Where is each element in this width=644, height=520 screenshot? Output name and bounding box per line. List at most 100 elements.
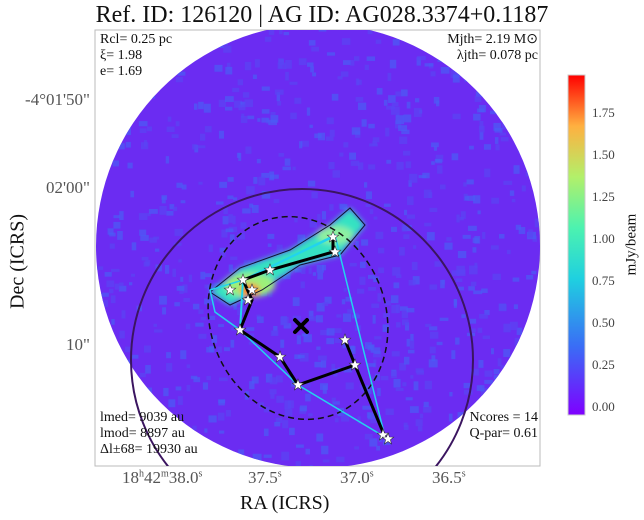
noise-pixel — [294, 216, 298, 223]
noise-pixel — [396, 274, 402, 278]
noise-pixel — [480, 385, 485, 392]
noise-pixel — [284, 400, 291, 410]
noise-pixel — [232, 215, 236, 225]
noise-pixel — [276, 92, 281, 102]
noise-pixel — [367, 30, 373, 35]
noise-pixel — [267, 233, 275, 239]
noise-pixel — [453, 299, 458, 306]
noise-pixel — [434, 261, 442, 267]
noise-pixel — [410, 333, 414, 342]
colorbar-tick: 0.75 — [592, 273, 615, 288]
noise-pixel — [204, 298, 211, 305]
noise-pixel — [143, 345, 152, 353]
noise-pixel — [461, 314, 466, 319]
noise-pixel — [366, 56, 376, 61]
noise-pixel — [506, 249, 511, 255]
noise-pixel — [355, 97, 364, 102]
noise-pixel — [320, 383, 329, 390]
noise-pixel — [309, 124, 313, 128]
noise-pixel — [467, 225, 477, 231]
noise-pixel — [101, 300, 109, 307]
noise-pixel — [431, 161, 435, 165]
noise-pixel — [429, 284, 438, 290]
noise-pixel — [269, 171, 275, 181]
noise-pixel — [214, 468, 223, 476]
noise-pixel — [316, 315, 323, 323]
noise-pixel — [218, 399, 226, 404]
noise-pixel — [333, 328, 342, 334]
colorbar-tick: 0.50 — [592, 315, 615, 330]
noise-pixel — [282, 420, 289, 429]
noise-pixel — [473, 195, 481, 204]
noise-pixel — [499, 304, 507, 312]
noise-pixel — [455, 24, 462, 29]
x-tick: 18h42m38.0s — [122, 468, 203, 487]
noise-pixel — [351, 127, 361, 135]
noise-pixel — [224, 106, 233, 111]
noise-pixel — [409, 340, 415, 349]
noise-pixel — [292, 166, 296, 171]
noise-pixel — [363, 385, 372, 395]
noise-pixel — [118, 285, 127, 292]
noise-pixel — [457, 269, 466, 277]
noise-pixel — [301, 333, 308, 337]
noise-pixel — [380, 375, 389, 381]
noise-pixel — [426, 232, 435, 241]
noise-pixel — [314, 361, 322, 368]
noise-pixel — [230, 256, 238, 260]
noise-pixel — [270, 115, 279, 123]
colorbar-tick: 0.00 — [592, 399, 615, 414]
noise-pixel — [176, 182, 183, 188]
noise-pixel — [350, 59, 355, 66]
noise-pixel — [452, 113, 461, 120]
noise-pixel — [373, 350, 382, 358]
noise-pixel — [312, 272, 317, 276]
noise-pixel — [418, 175, 427, 179]
noise-pixel — [237, 79, 244, 86]
noise-pixel — [295, 461, 302, 466]
noise-pixel — [478, 104, 486, 113]
noise-pixel — [180, 200, 186, 204]
noise-pixel — [294, 97, 302, 104]
noise-pixel — [409, 173, 418, 183]
noise-pixel — [424, 222, 432, 227]
noise-pixel — [407, 349, 415, 354]
lmod-value: lmod= 8897 au — [100, 426, 185, 441]
noise-pixel — [364, 342, 372, 349]
noise-pixel — [211, 335, 218, 344]
noise-pixel — [480, 387, 489, 396]
noise-pixel — [232, 197, 238, 201]
noise-pixel — [399, 362, 406, 371]
noise-pixel — [347, 309, 355, 313]
noise-pixel — [181, 184, 187, 190]
noise-pixel — [238, 449, 245, 459]
noise-pixel — [118, 143, 125, 150]
noise-pixel — [446, 237, 452, 242]
noise-pixel — [281, 451, 290, 461]
noise-pixel — [439, 317, 449, 321]
noise-pixel — [284, 158, 291, 166]
noise-pixel — [356, 288, 365, 294]
noise-pixel — [322, 459, 330, 463]
noise-pixel — [359, 384, 364, 389]
noise-pixel — [328, 161, 335, 170]
noise-pixel — [419, 413, 424, 419]
noise-pixel — [199, 133, 206, 141]
noise-pixel — [322, 301, 329, 306]
noise-pixel — [466, 195, 475, 201]
noise-pixel — [377, 387, 381, 397]
noise-pixel — [309, 465, 313, 466]
mst-line — [353, 364, 387, 438]
noise-pixel — [369, 208, 374, 215]
noise-pixel — [166, 126, 175, 133]
noise-pixel — [329, 204, 334, 211]
noise-pixel — [166, 352, 172, 359]
noise-pixel — [245, 146, 252, 154]
noise-pixel — [402, 150, 411, 156]
noise-pixel — [501, 121, 506, 130]
noise-pixel — [320, 360, 327, 368]
noise-pixel — [174, 228, 183, 236]
core-star-icon — [326, 230, 340, 243]
noise-pixel — [130, 190, 135, 198]
noise-pixel — [125, 141, 131, 148]
